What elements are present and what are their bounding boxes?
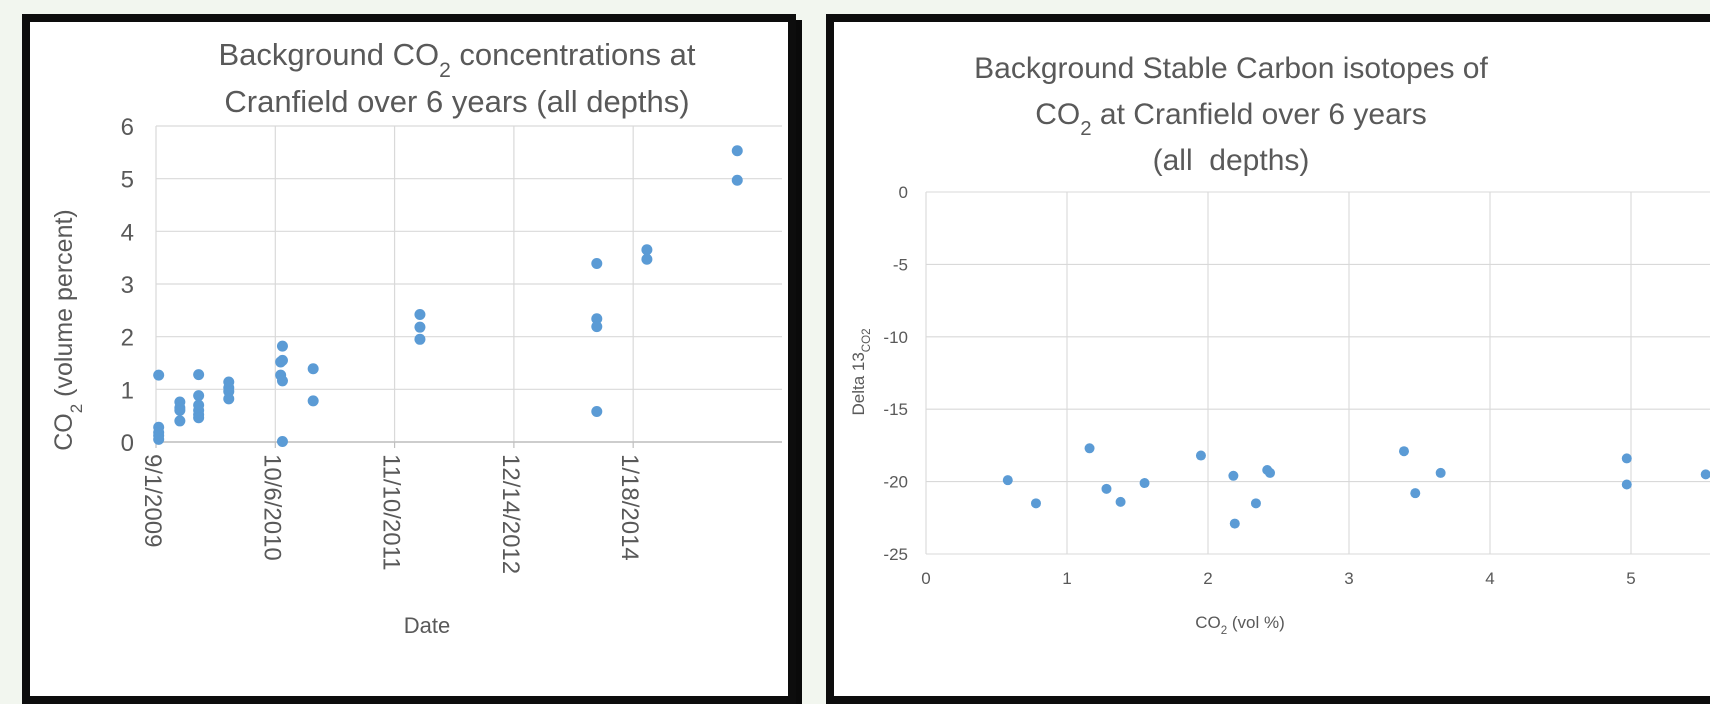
- y-tick-label: 4: [121, 219, 134, 246]
- data-point: [276, 435, 288, 447]
- data-point: [1229, 518, 1240, 529]
- chart-title-line-1: Background Stable Carbon isotopes of: [974, 52, 1488, 85]
- co2-concentration-chart: Background CO2 concentrations at Cranfie…: [22, 14, 796, 704]
- data-point: [641, 244, 653, 256]
- data-point: [1250, 498, 1261, 509]
- data-point: [641, 253, 653, 265]
- data-points: [1002, 443, 1710, 529]
- x-tick-label: 3: [1344, 569, 1353, 588]
- x-tick-label: 2: [1203, 569, 1212, 588]
- y-tick-label: -20: [883, 473, 908, 492]
- data-point: [307, 395, 319, 407]
- x-tick-label: 4: [1485, 569, 1494, 588]
- x-tick-label: 5: [1626, 569, 1635, 588]
- chart-title-line-2: Cranfield over 6 years (all depths): [224, 84, 689, 119]
- data-point: [1195, 450, 1206, 461]
- data-point: [1101, 483, 1112, 494]
- data-point: [1435, 467, 1446, 478]
- data-point: [414, 333, 426, 345]
- data-point: [223, 393, 235, 405]
- data-point: [1002, 475, 1013, 486]
- data-point: [153, 369, 165, 381]
- data-point: [591, 321, 603, 333]
- data-points: [153, 145, 743, 447]
- co2-concentration-plot: Background CO2 concentrations at Cranfie…: [50, 37, 782, 638]
- y-tick-label: 2: [121, 325, 134, 352]
- x-tick-label: 9/1/2009: [139, 454, 166, 547]
- data-point: [731, 174, 743, 186]
- x-axis-label: Date: [404, 613, 450, 638]
- data-point: [1410, 488, 1421, 499]
- data-point: [1265, 467, 1276, 478]
- data-point: [1084, 443, 1095, 454]
- data-point: [1621, 479, 1632, 490]
- gridlines: [925, 191, 1710, 555]
- data-point: [591, 313, 603, 325]
- data-point: [174, 404, 186, 416]
- x-tick-labels: 9/1/2009 10/6/2010 11/10/2011 12/14/2012 1/1…: [139, 454, 643, 574]
- y-tick-label: 0: [899, 183, 908, 202]
- x-tick-label: 12/14/2012: [497, 454, 524, 574]
- x-tick-label: 11/10/2011: [378, 454, 405, 571]
- data-point: [276, 354, 288, 366]
- y-tick-label: 3: [121, 272, 134, 299]
- carbon-isotope-chart: Background Stable Carbon isotopes of CO2…: [826, 14, 1710, 704]
- data-point: [276, 340, 288, 352]
- data-point: [174, 415, 186, 427]
- y-tick-label: -10: [883, 328, 908, 347]
- data-point: [1139, 478, 1150, 489]
- y-tick-label: -15: [883, 400, 908, 419]
- data-point: [591, 257, 603, 269]
- data-point: [193, 390, 205, 402]
- data-point: [731, 145, 743, 157]
- y-tick-label: 6: [121, 114, 134, 141]
- chart-title-line-1: Background CO2 concentrations at: [219, 37, 696, 82]
- data-point: [1228, 470, 1239, 481]
- y-tick-labels: 0 -5 -10 -15 -20 -25: [883, 183, 908, 564]
- data-point: [307, 363, 319, 375]
- y-tick-label: 0: [121, 430, 134, 457]
- y-tick-label: 5: [121, 167, 134, 194]
- carbon-isotope-plot: Background Stable Carbon isotopes of CO2…: [849, 52, 1710, 637]
- x-axis-label: CO2 (vol %): [1195, 613, 1285, 637]
- y-tick-label: 1: [121, 377, 134, 404]
- data-point: [414, 309, 426, 321]
- data-point: [1115, 496, 1126, 507]
- x-tick-label: 0: [921, 569, 930, 588]
- chart-title-line-3: (all depths): [1153, 144, 1310, 177]
- chart-title-line-2: CO2 at Cranfield over 6 years: [1035, 98, 1427, 140]
- data-point: [1398, 446, 1409, 457]
- data-point: [193, 412, 205, 424]
- y-tick-label: -25: [883, 545, 908, 564]
- x-tick-label: 1: [1062, 569, 1071, 588]
- y-axis-label: CO2 (volume percent): [50, 209, 86, 451]
- data-point: [414, 321, 426, 333]
- y-tick-labels: 0 1 2 3 4 5 6: [121, 114, 134, 457]
- data-point: [1700, 469, 1710, 480]
- data-point: [1030, 498, 1041, 509]
- y-axis-label: Delta 13CO2: [849, 328, 873, 415]
- data-point: [1621, 453, 1632, 464]
- x-tick-label: 10/6/2010: [258, 454, 285, 561]
- y-tick-label: -5: [893, 255, 908, 274]
- x-tick-label: 1/18/2014: [616, 454, 643, 561]
- data-point: [153, 433, 165, 445]
- gridlines: [155, 125, 782, 448]
- data-point: [591, 405, 603, 417]
- data-point: [193, 369, 205, 381]
- data-point: [276, 375, 288, 387]
